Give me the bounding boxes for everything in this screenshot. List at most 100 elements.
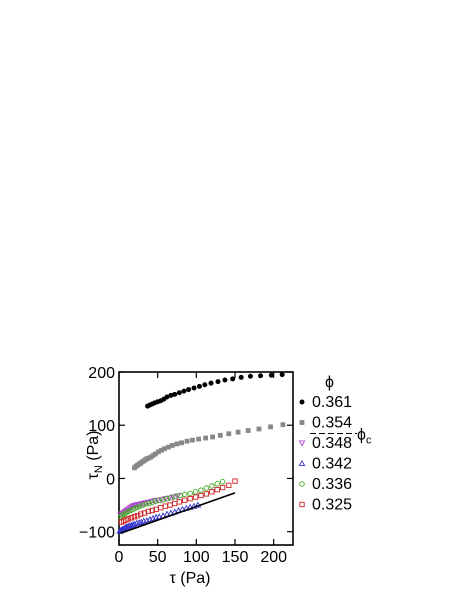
- data-point: [143, 501, 149, 507]
- legend-marker: [299, 501, 305, 508]
- legend-label: 0.354: [312, 415, 352, 432]
- data-point: [141, 510, 148, 516]
- data-point: [181, 388, 187, 394]
- data-point: [226, 482, 232, 489]
- x-tick-label: 200: [260, 549, 287, 566]
- data-point: [152, 498, 159, 505]
- x-tick-label: 150: [222, 549, 249, 566]
- data-point: [214, 486, 220, 493]
- data-point: [226, 431, 232, 437]
- legend-label: 0.336: [312, 476, 352, 493]
- data-point: [128, 515, 135, 521]
- data-point: [164, 394, 170, 400]
- x-axis-label: τ (Pa): [170, 570, 211, 587]
- legend-marker: [299, 481, 305, 487]
- data-point: [214, 481, 220, 487]
- data-point: [209, 489, 215, 495]
- data-point: [215, 379, 221, 385]
- data-point: [167, 502, 173, 508]
- data-point: [196, 383, 202, 389]
- series-0.336: [117, 478, 226, 520]
- data-point: [145, 508, 152, 515]
- data-point: [192, 489, 199, 495]
- data-point: [152, 451, 158, 457]
- legend-label: 0.361: [312, 394, 352, 411]
- data-point: [149, 507, 155, 514]
- data-point: [169, 494, 177, 501]
- legend-item: 0.348: [298, 435, 352, 452]
- data-point: [208, 380, 214, 386]
- data-point: [187, 490, 193, 497]
- data-point: [256, 426, 262, 432]
- data-point: [174, 441, 180, 447]
- data-point: [164, 495, 170, 502]
- data-point: [138, 511, 144, 517]
- legend-marker: [298, 440, 306, 447]
- legend-label: 0.348: [312, 435, 352, 452]
- data-point: [247, 373, 253, 379]
- data-point: [179, 440, 185, 446]
- data-point: [156, 497, 162, 504]
- data-point: [190, 502, 198, 509]
- data-point: [245, 428, 251, 433]
- data-point: [158, 505, 164, 511]
- y-tick-label: 100: [88, 418, 115, 435]
- legend-marker: [298, 459, 306, 467]
- data-point: [279, 372, 285, 378]
- data-point: [268, 372, 274, 378]
- data-point: [186, 387, 192, 393]
- data-point: [172, 500, 178, 507]
- data-point: [182, 497, 188, 503]
- data-point: [131, 514, 138, 520]
- data-point: [217, 432, 223, 438]
- series-0.361: [145, 372, 285, 409]
- critical-label-symbol: ϕ: [357, 427, 366, 444]
- data-point: [184, 438, 190, 444]
- y-axis-label-symbol: τ: [85, 472, 102, 479]
- data-point: [210, 434, 215, 440]
- legend-item: 0.336: [299, 476, 352, 493]
- legend-item: 0.354: [299, 415, 352, 432]
- y-axis-label-sub: N: [93, 465, 105, 473]
- data-point: [198, 487, 204, 493]
- data-point: [162, 503, 169, 509]
- data-point: [131, 520, 138, 527]
- data-point: [176, 390, 182, 396]
- y-axis-label-unit: (Pa): [85, 431, 102, 466]
- data-point: [172, 391, 178, 397]
- data-points: [116, 372, 286, 534]
- plot-frame: [118, 371, 294, 546]
- data-point: [125, 516, 131, 522]
- data-point: [149, 499, 156, 506]
- series-0.354: [132, 422, 286, 471]
- data-point: [160, 497, 166, 503]
- y-tick-label: 200: [88, 365, 115, 382]
- data-point: [219, 478, 226, 485]
- data-point: [209, 483, 215, 489]
- data-point: [232, 478, 238, 484]
- data-point: [135, 519, 143, 526]
- legend-marker: [299, 420, 305, 425]
- x-tick-label: 0: [115, 549, 124, 566]
- data-point: [140, 502, 146, 508]
- y-tick-label: 0: [106, 471, 115, 488]
- data-point: [268, 424, 273, 430]
- data-point: [156, 449, 161, 455]
- data-point: [219, 484, 226, 491]
- critical-label: ϕc: [357, 427, 372, 447]
- legend-item: 0.325: [299, 497, 352, 514]
- data-point: [203, 485, 210, 491]
- y-axis-label: τN (Pa): [85, 431, 105, 480]
- data-point: [258, 373, 264, 379]
- data-point: [198, 492, 204, 499]
- data-point: [168, 392, 174, 398]
- data-point: [196, 436, 202, 442]
- data-point: [191, 385, 197, 391]
- fit-line: [120, 492, 236, 535]
- legend-title: ϕ: [325, 374, 334, 391]
- legend-item: 0.361: [299, 394, 352, 411]
- data-point: [169, 443, 175, 448]
